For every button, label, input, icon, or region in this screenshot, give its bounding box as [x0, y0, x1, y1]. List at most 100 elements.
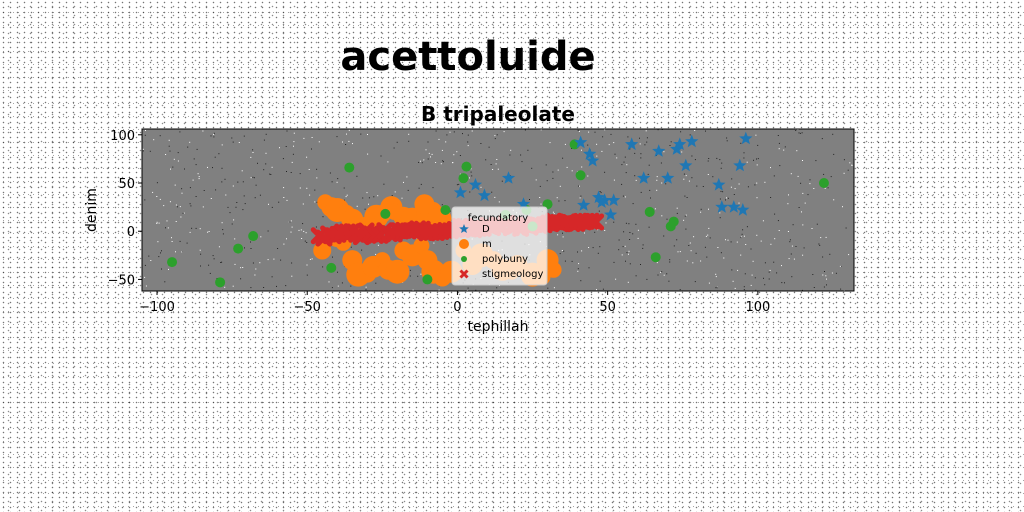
x-axis-label: tephillah [468, 319, 529, 335]
noise-dot [661, 215, 663, 217]
noise-dot [734, 287, 736, 289]
point-D [733, 158, 747, 172]
noise-dot [494, 135, 496, 137]
noise-dot [345, 144, 347, 145]
noise-dot [849, 162, 851, 164]
noise-dot [669, 261, 671, 263]
point-polybuny [440, 205, 451, 215]
noise-dot [700, 208, 702, 210]
noise-dot [621, 164, 623, 166]
noise-dot [737, 269, 739, 271]
noise-dot [787, 231, 789, 232]
noise-dot [441, 149, 443, 151]
noise-dot [584, 232, 585, 234]
legend-label-D: D [482, 224, 490, 235]
noise-dot [564, 260, 566, 262]
noise-dot [634, 175, 636, 177]
noise-dot [278, 201, 280, 203]
noise-dot [708, 282, 710, 284]
noise-dot [285, 285, 287, 287]
noise-dot [763, 277, 764, 279]
noise-dot [829, 253, 831, 255]
noise-dot [628, 223, 630, 225]
noise-dot [811, 228, 813, 229]
noise-dot [654, 208, 656, 210]
noise-dot [452, 162, 454, 164]
noise-dot [795, 246, 797, 247]
noise-dot [152, 191, 154, 193]
noise-dot [639, 143, 641, 145]
noise-dot [694, 159, 696, 161]
noise-dot [684, 215, 686, 217]
noise-dot [169, 201, 171, 203]
noise-dot [776, 272, 778, 274]
noise-dot [367, 134, 368, 135]
point-D [598, 193, 612, 206]
noise-dot [752, 260, 754, 262]
noise-dot [673, 245, 675, 247]
point-m [385, 259, 410, 284]
noise-dot [145, 130, 146, 131]
noise-dot [169, 150, 171, 152]
noise-dot [446, 244, 448, 245]
noise-dot [199, 249, 201, 251]
noise-dot [195, 196, 197, 197]
noise-dot [158, 256, 160, 258]
noise-dot [843, 172, 845, 174]
noise-dot [175, 221, 177, 222]
noise-dot [637, 229, 639, 231]
noise-dot [795, 130, 797, 131]
noise-dot [627, 136, 629, 138]
noise-dot [224, 286, 226, 288]
noise-dot [198, 176, 200, 178]
noise-dot [252, 152, 254, 153]
x-axis-ticks: −100 −50 0 50 100 [139, 291, 770, 315]
legend-marker-D [459, 224, 469, 233]
legend-box [451, 206, 548, 286]
noise-dot [802, 254, 804, 256]
noise-dot [182, 212, 184, 214]
noise-dot [350, 246, 352, 248]
point-polybuny [248, 231, 259, 242]
noise-dot [175, 204, 177, 206]
noise-dot [827, 187, 829, 189]
noise-dot [799, 132, 801, 134]
noise-dot [467, 141, 469, 143]
noise-dot [803, 247, 805, 249]
noise-dot [273, 258, 275, 260]
noise-dot [557, 234, 559, 236]
noise-dot [696, 185, 698, 187]
noise-dot [644, 144, 646, 146]
noise-dot [774, 238, 776, 240]
noise-dot [160, 252, 161, 254]
noise-dot [602, 136, 604, 138]
noise-dot [232, 185, 234, 187]
noise-dot [700, 211, 702, 213]
noise-dot [286, 130, 288, 132]
noise-dot [286, 199, 288, 201]
noise-dot [719, 212, 721, 214]
noise-dot [346, 133, 347, 135]
noise-dot [202, 206, 204, 208]
noise-dot [581, 166, 583, 168]
noise-dot [629, 263, 631, 265]
noise-dot [553, 213, 555, 215]
noise-dot [663, 235, 665, 237]
noise-dot [435, 130, 437, 132]
noise-dot [656, 189, 658, 191]
noise-dot [210, 198, 212, 199]
legend: fecundatory Dm polybuny stigmeology [451, 206, 548, 286]
noise-dot [625, 222, 627, 224]
point-polybuny [818, 178, 829, 188]
noise-dot [764, 181, 766, 183]
noise-dot [676, 239, 678, 241]
noise-dot [599, 246, 601, 248]
noise-dot [302, 203, 304, 205]
noise-dot [229, 212, 231, 214]
noise-dot [807, 194, 809, 196]
noise-dot [723, 257, 725, 259]
noise-dot [490, 164, 492, 165]
point-D [739, 131, 753, 145]
noise-dot [791, 276, 793, 278]
noise-dot [243, 195, 245, 197]
